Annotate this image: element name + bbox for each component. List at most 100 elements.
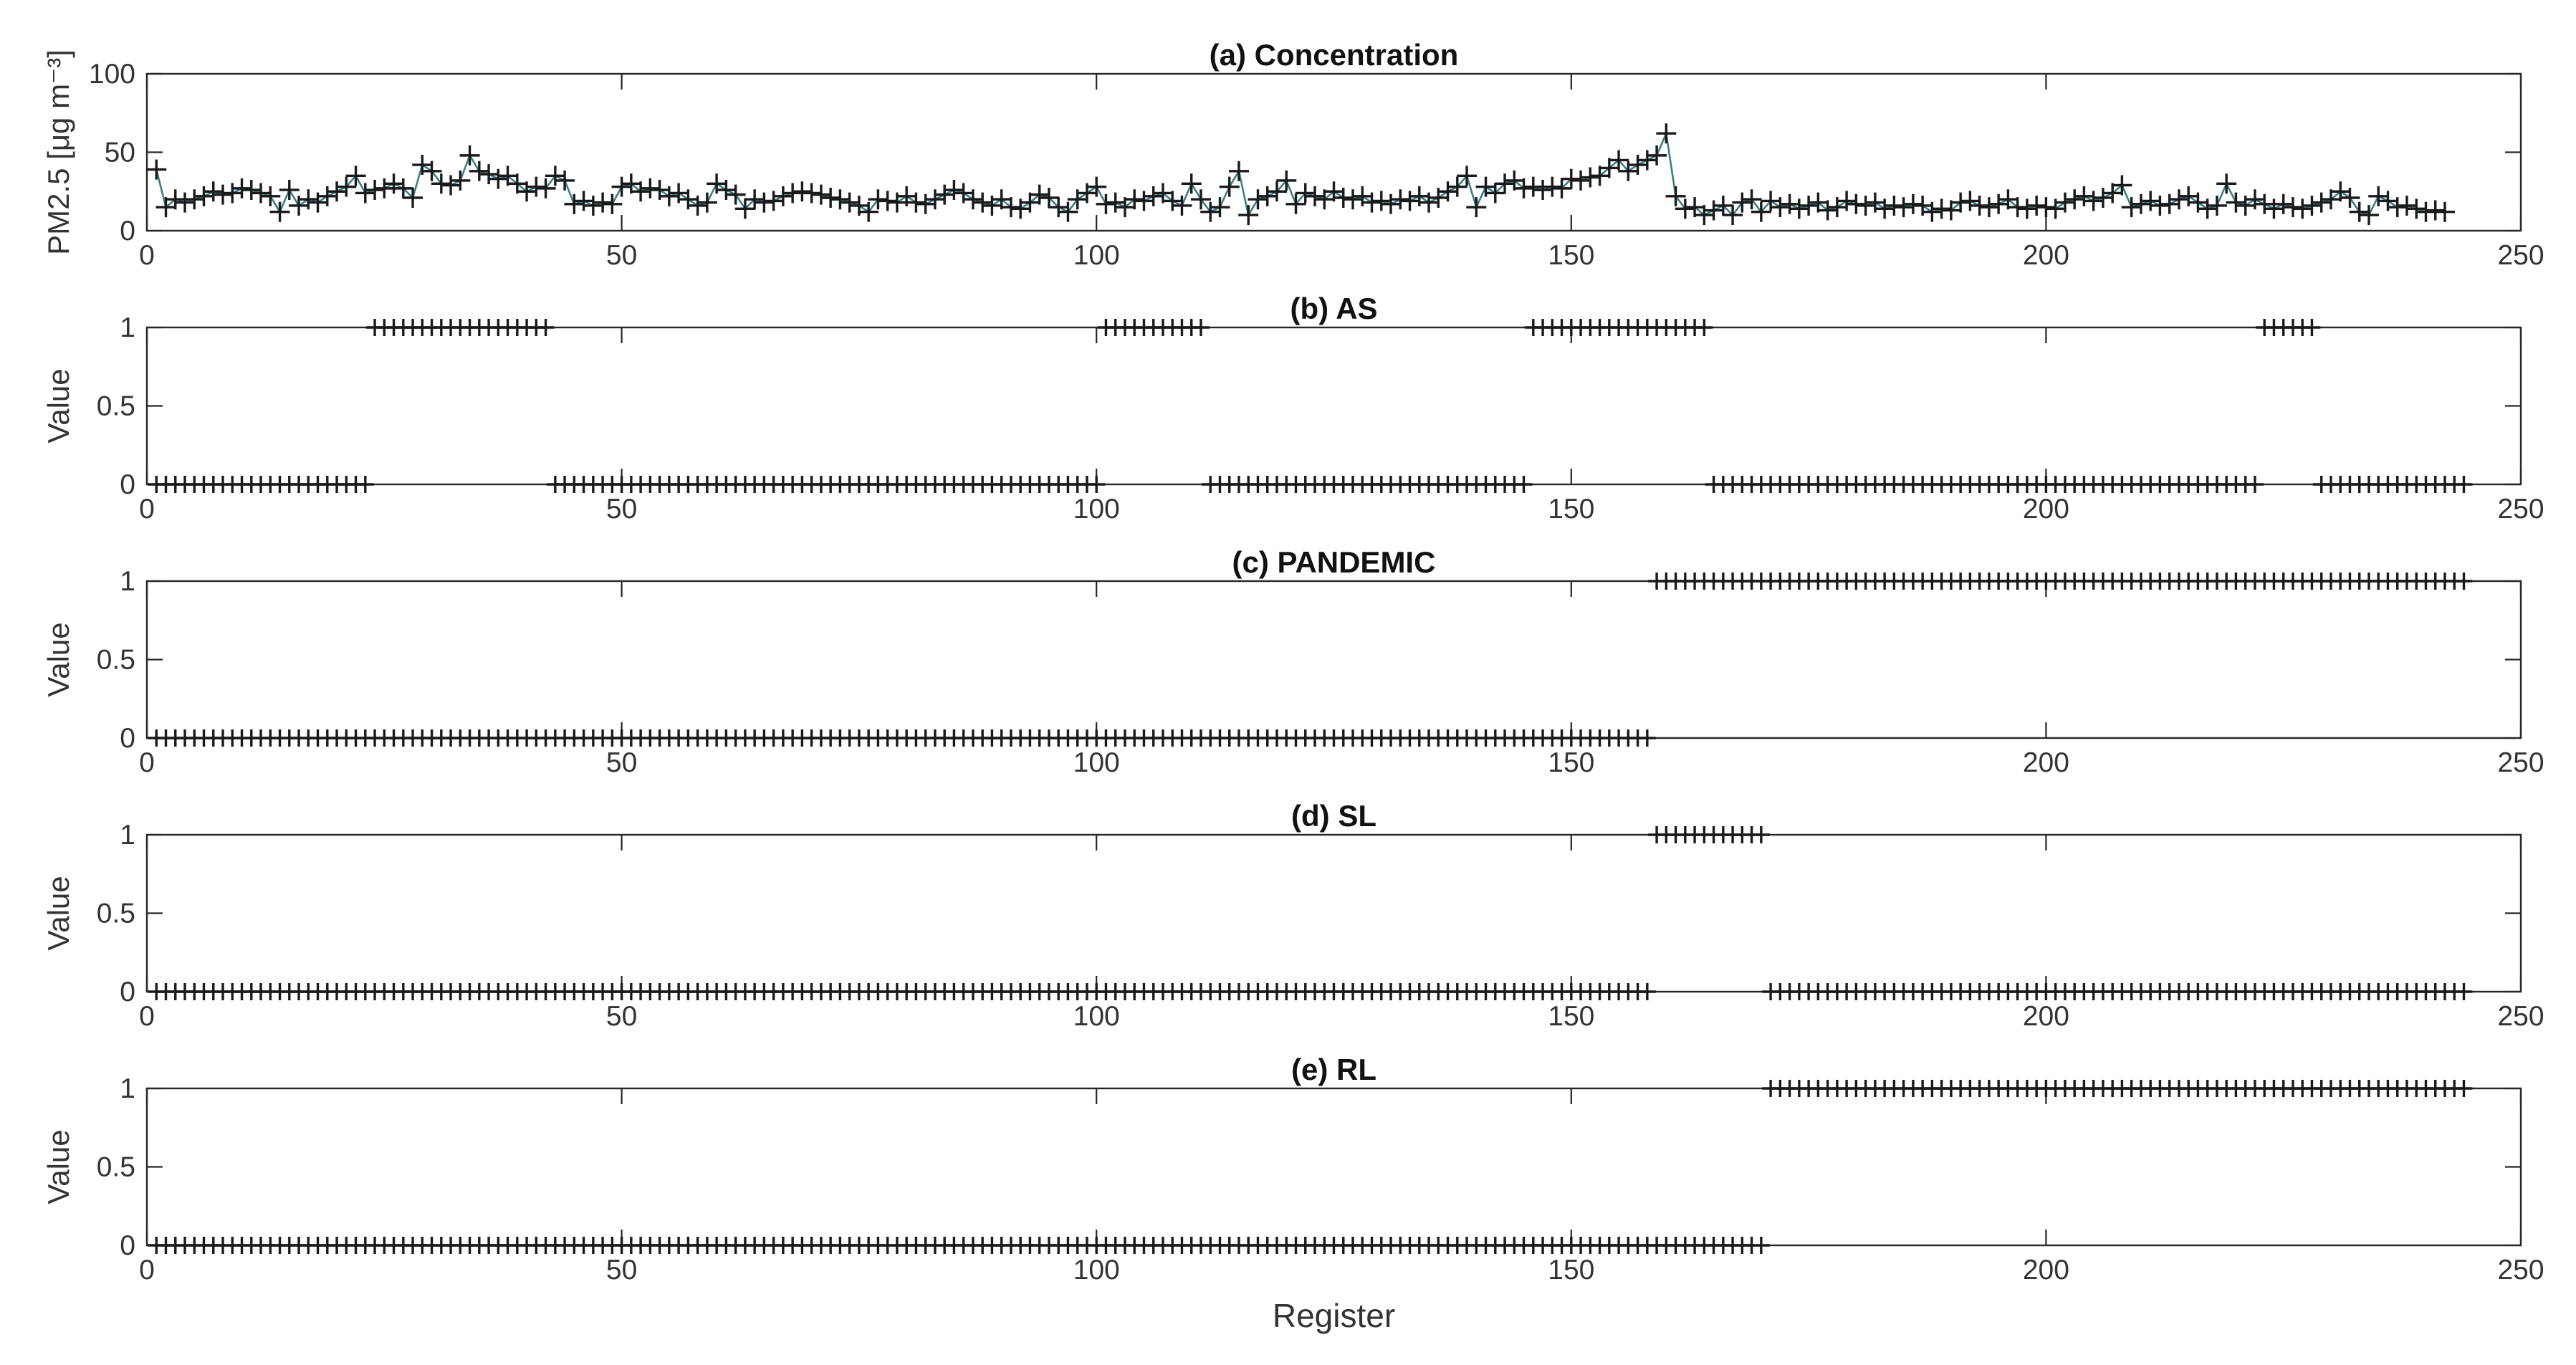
data-point [2406, 198, 2427, 219]
data-point [355, 183, 375, 203]
x-tick-label: 200 [2023, 747, 2069, 778]
data-point [1523, 176, 1543, 197]
x-tick-label: 50 [606, 1255, 637, 1285]
data-point [1969, 195, 1990, 216]
x-tick-label: 150 [1548, 240, 1594, 271]
data-point [962, 189, 983, 210]
data-point [2130, 193, 2151, 214]
data-point [820, 188, 841, 209]
subplot-3: 0 50 100 150 200 250 0 0.5 1 (c) PANDEMIC Value [42, 545, 2544, 778]
data-point [2455, 573, 2473, 590]
data-point [2159, 193, 2180, 214]
data-point [279, 180, 300, 201]
data-point [1741, 189, 1762, 210]
data-point [1390, 189, 1411, 210]
data-point [782, 183, 803, 203]
data-point [1058, 201, 1078, 222]
data-point [2349, 201, 2370, 222]
plot-area [145, 1087, 2522, 1247]
data-point [1817, 200, 1838, 221]
data-point [1960, 191, 1981, 211]
x-tick-label: 200 [2023, 1255, 2069, 1285]
data-point [403, 188, 423, 209]
data-point [583, 195, 603, 216]
data-point [165, 189, 186, 210]
data-point [383, 173, 404, 194]
x-tick-label: 100 [1073, 494, 1120, 525]
data-point [2226, 192, 2246, 213]
data-point [2455, 476, 2473, 493]
data-point [421, 161, 442, 181]
y-tick-label: 1 [120, 820, 135, 851]
data-point [1779, 193, 1800, 214]
y-axis-label: PM2.5 [μg m⁻³] [42, 49, 75, 255]
data-point [2074, 186, 2094, 206]
data-point [1086, 176, 1107, 197]
data-point [1799, 195, 1819, 216]
data-point [640, 178, 661, 198]
data-point [564, 193, 585, 214]
data-point [1571, 170, 1591, 191]
data-point [1437, 181, 1458, 202]
data-point [1751, 201, 1771, 222]
data-point [944, 180, 964, 201]
data-point [1561, 168, 1581, 189]
data-point [2455, 1080, 2473, 1097]
data-point [479, 164, 499, 185]
x-tick-label: 250 [2497, 747, 2544, 778]
data-point [1305, 186, 1325, 206]
data-point [1713, 195, 1733, 216]
data-point [535, 178, 556, 198]
data-point [1551, 178, 1572, 198]
data-point [1874, 198, 1895, 219]
data-point [1266, 181, 1287, 202]
data-point [696, 192, 717, 213]
data-point [2246, 476, 2264, 493]
data-point [2358, 205, 2379, 226]
data-point [1162, 191, 1183, 211]
data-point [1515, 476, 1533, 493]
y-axis-label: Value [42, 622, 75, 696]
y-tick-label: 0.5 [97, 391, 135, 422]
subplot-2: 0 50 100 150 200 250 0 0.5 1 (b) AS Value [42, 292, 2544, 525]
x-tick-label: 50 [606, 747, 637, 778]
data-point [1495, 173, 1516, 194]
data-point [1238, 205, 1259, 226]
data-point [631, 181, 651, 202]
data-point [1000, 197, 1021, 218]
data-point [1285, 193, 1306, 214]
data-point [2415, 201, 2436, 222]
data-point [2112, 175, 2132, 196]
data-point [1333, 188, 1354, 209]
data-point [1371, 191, 1392, 211]
data-point [754, 192, 775, 213]
data-point [213, 184, 234, 205]
data-point [2273, 193, 2294, 214]
data-point [725, 184, 746, 205]
data-point [2121, 197, 2142, 218]
data-point [365, 180, 386, 201]
data-point [317, 186, 337, 206]
data-point [687, 195, 708, 216]
data-point [602, 193, 623, 214]
data-point [1723, 205, 1743, 226]
data-point [1048, 197, 1069, 218]
data-point [1931, 198, 1952, 219]
data-point [915, 193, 936, 214]
y-axis-label: Value [42, 876, 75, 950]
data-point [573, 191, 594, 211]
data-point [2244, 189, 2265, 210]
x-tick-label: 250 [2497, 1001, 2544, 1032]
data-point [1276, 170, 1297, 191]
y-tick-label: 0.5 [97, 1152, 135, 1183]
data-point [1257, 186, 1278, 206]
data-point [2396, 195, 2417, 216]
data-point [356, 476, 374, 493]
data-point [1088, 476, 1106, 493]
y-tick-label: 50 [105, 138, 135, 168]
data-point [1703, 200, 1724, 221]
data-point [1665, 186, 1686, 206]
data-point [877, 191, 898, 211]
y-tick-label: 0.5 [97, 645, 135, 676]
data-point [1656, 123, 1677, 144]
